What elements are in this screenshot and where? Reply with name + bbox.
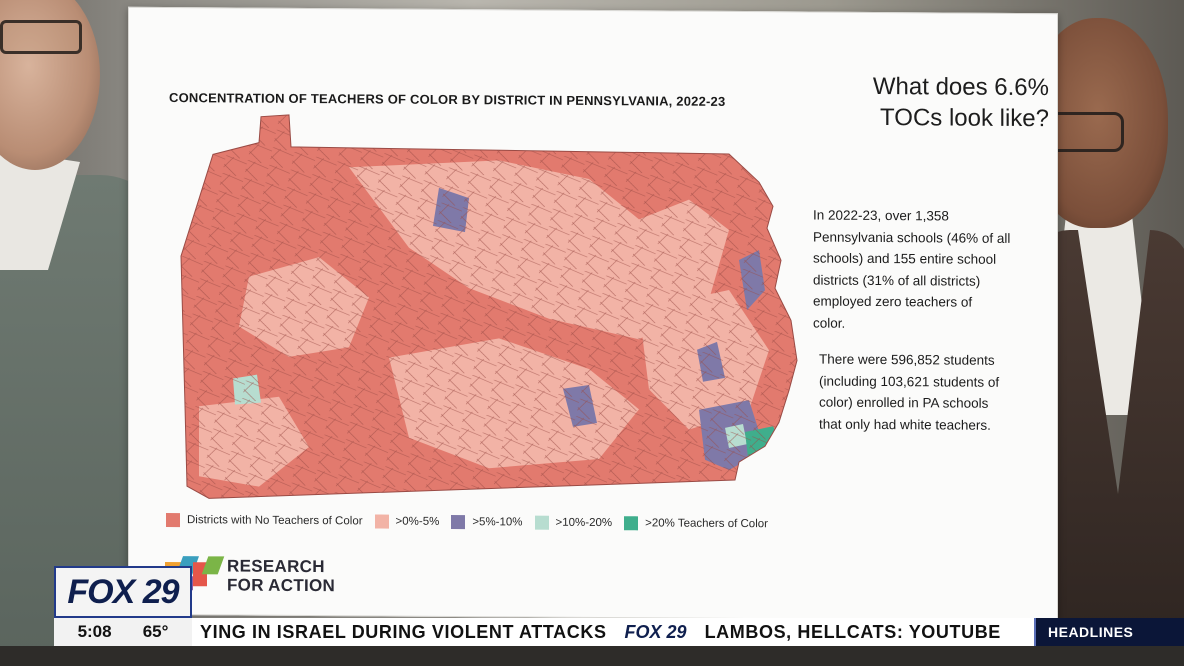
temperature: 65°	[142, 622, 169, 641]
district-boundaries	[181, 114, 797, 503]
headline-line: What does 6.6%	[872, 72, 1049, 102]
time-weather: 5:08 65°	[54, 618, 192, 646]
headline: What does 6.6% TOCs look like?	[789, 70, 1049, 134]
stat-line: Pennsylvania schools (46% of all	[813, 229, 1011, 246]
stat-line: employed zero teachers of	[813, 293, 973, 310]
legend-item: >10%-20%	[534, 515, 613, 531]
stat-line: color) enrolled in PA schools	[819, 394, 989, 411]
crawl-headline: LAMBOS, HELLCATS: YOUTUBE	[704, 621, 1001, 642]
logo-line: RESEARCH	[227, 556, 325, 577]
legend-label: >20% Teachers of Color	[645, 517, 768, 531]
legend-label: >5%-10%	[472, 516, 523, 529]
stat-line: districts (31% of all districts)	[813, 272, 981, 289]
stat-line: In 2022-23, over 1,358	[813, 207, 949, 224]
legend-swatch	[624, 516, 639, 531]
legend-label: >0%-5%	[395, 515, 440, 528]
crawl-station-logo: FOX 29	[624, 621, 687, 642]
poster-board: CONCENTRATION OF TEACHERS OF COLOR BY DI…	[128, 6, 1058, 622]
state-outline	[180, 114, 798, 499]
legend-item: >20% Teachers of Color	[624, 516, 768, 531]
stat-paragraph-students: There were 596,852 students (including 1…	[819, 349, 1049, 437]
legend-item: Districts with No Teachers of Color	[166, 513, 363, 528]
legend-item: >5%-10%	[451, 515, 523, 530]
station-logo: FOX 29	[54, 566, 192, 618]
legend-swatch	[374, 514, 389, 529]
legend-label: >10%-20%	[555, 516, 613, 530]
legend-label: Districts with No Teachers of Color	[187, 514, 363, 528]
lower-background	[0, 646, 1184, 666]
legend-swatch	[166, 513, 180, 528]
headline-line: TOCs look like?	[880, 104, 1049, 133]
stat-line: schools) and 155 entire school	[813, 250, 997, 267]
ticker-crawl: YING IN ISRAEL DURING VIOLENT ATTACKS FO…	[192, 618, 1034, 646]
clock: 5:08	[77, 622, 112, 641]
legend-item: >0%-5%	[374, 514, 440, 529]
stat-line: color.	[813, 315, 846, 331]
crawl-headline: YING IN ISRAEL DURING VIOLENT ATTACKS	[200, 621, 607, 642]
pennsylvania-district-map	[180, 114, 798, 503]
legend-swatch	[534, 515, 549, 530]
news-ticker: 5:08 65° YING IN ISRAEL DURING VIOLENT A…	[54, 618, 1184, 646]
glasses	[0, 20, 82, 54]
legend-swatch	[451, 515, 466, 530]
stat-line: There were 596,852 students	[819, 351, 995, 368]
map-legend: Districts with No Teachers of Color >0%-…	[166, 513, 780, 531]
stat-paragraph-schools: In 2022-23, over 1,358 Pennsylvania scho…	[813, 205, 1043, 336]
stat-line: (including 103,621 students of	[819, 373, 1000, 390]
logo-line: FOR ACTION	[227, 575, 336, 596]
map-regions	[181, 114, 797, 503]
station-name: FOX 29	[67, 572, 179, 611]
stat-line: that only had white teachers.	[819, 416, 991, 433]
section-label: HEADLINES	[1034, 618, 1184, 646]
